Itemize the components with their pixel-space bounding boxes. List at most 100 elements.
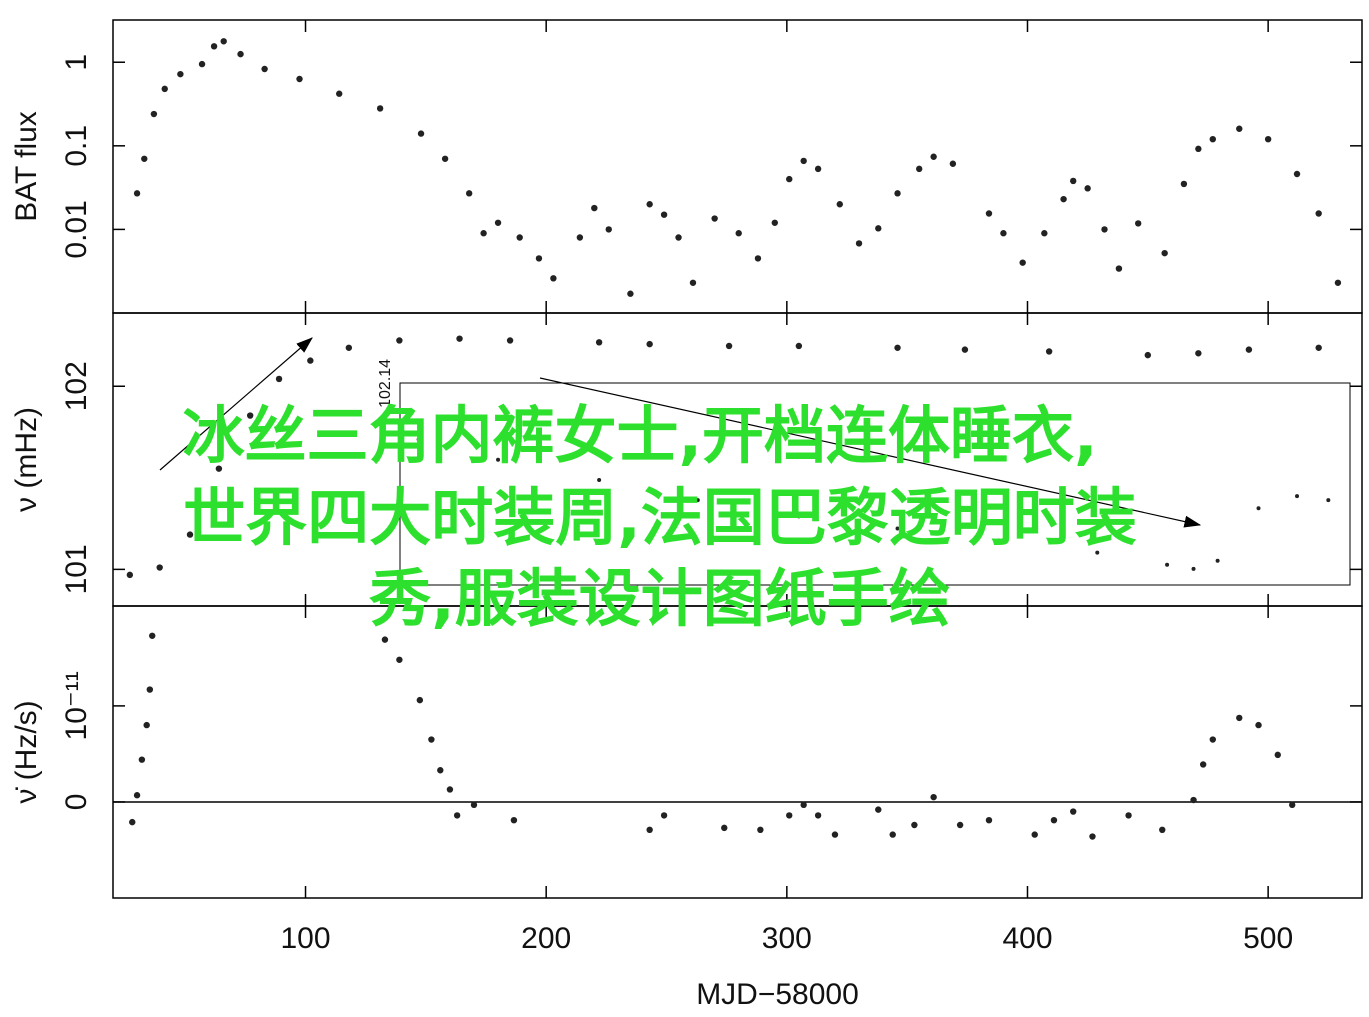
data-point (441, 155, 449, 162)
data-point (814, 812, 822, 819)
inset-point (1191, 566, 1196, 571)
data-point (757, 826, 764, 834)
data-point (456, 335, 463, 342)
y-tick-label: 0.01 (60, 200, 93, 258)
data-point (1199, 761, 1207, 768)
data-point (786, 812, 793, 819)
y-tick-label: 1 (60, 54, 93, 71)
data-point (605, 226, 612, 233)
data-point (1180, 180, 1188, 188)
data-point (1236, 714, 1243, 722)
data-point (417, 130, 425, 137)
data-point (915, 165, 923, 173)
inset-y-tick-label: 102.14 (377, 359, 394, 408)
y-tick-label: 10⁻¹¹ (60, 671, 93, 740)
data-point (510, 816, 518, 824)
inset-point (1326, 498, 1331, 503)
data-point (428, 736, 435, 743)
data-point (1144, 351, 1152, 359)
x-tick-label: 500 (1243, 922, 1293, 955)
data-point (930, 793, 937, 801)
data-point (129, 818, 136, 826)
y-axis-label: BAT flux (10, 111, 43, 222)
data-point (275, 375, 283, 383)
data-point (961, 346, 969, 353)
data-point (1000, 230, 1007, 237)
y-axis-label: ν̇ (Hz/s) (10, 700, 43, 803)
inset-point (996, 538, 1001, 543)
data-point (711, 215, 718, 222)
data-point (161, 85, 168, 93)
inset-point (895, 526, 900, 531)
inset-point (597, 477, 602, 482)
data-point (721, 824, 728, 832)
data-point (1019, 259, 1026, 266)
x-tick-label: 100 (280, 922, 330, 955)
data-point (985, 816, 993, 824)
data-point (133, 792, 141, 799)
data-point (831, 831, 839, 838)
data-point (627, 290, 634, 297)
data-point (1209, 135, 1216, 143)
data-point (453, 812, 461, 819)
arrow (159, 337, 313, 471)
data-point (143, 721, 150, 729)
data-point (1195, 350, 1202, 357)
data-point (198, 60, 206, 68)
data-point (1195, 145, 1202, 153)
data-point (855, 240, 863, 247)
data-point (220, 38, 227, 45)
data-point (800, 157, 807, 165)
data-point (150, 110, 158, 118)
data-point (1115, 265, 1123, 272)
data-point (646, 340, 653, 348)
inset-point (1256, 506, 1261, 511)
data-point (307, 357, 314, 364)
data-point (800, 801, 807, 809)
y-axis-label: ν (mHz) (10, 407, 43, 512)
data-point (141, 155, 148, 162)
x-tick-label: 300 (762, 922, 812, 955)
data-point (875, 225, 882, 232)
data-point (956, 821, 964, 829)
overlay-text: 秀,服装设计图纸手绘 (368, 562, 951, 635)
data-point (894, 344, 901, 351)
data-point (146, 686, 154, 693)
arrow (539, 377, 1202, 528)
plot-frame (112, 19, 1363, 314)
y-tick-label: 101 (60, 544, 93, 594)
data-point (1315, 344, 1322, 351)
data-point (396, 656, 403, 663)
data-point (660, 211, 668, 218)
overlay-text: 世界四大时装周,法国巴黎透明时装 (183, 481, 1137, 554)
y-tick-label: 102 (60, 361, 93, 411)
data-point (550, 275, 557, 282)
data-point (480, 230, 487, 237)
data-point (381, 636, 389, 643)
data-point (186, 531, 194, 538)
data-point (1209, 736, 1216, 743)
data-point (535, 255, 543, 262)
data-point (1190, 796, 1197, 804)
data-point (689, 279, 697, 286)
data-point (1089, 833, 1096, 840)
data-point (795, 342, 803, 350)
data-point (911, 821, 918, 829)
data-point (1101, 226, 1108, 233)
data-point (1245, 346, 1253, 353)
data-point (894, 190, 901, 197)
data-point (660, 812, 668, 819)
data-point (465, 190, 473, 197)
data-point (133, 190, 141, 197)
data-point (814, 165, 822, 173)
data-point (138, 756, 146, 763)
inset-frame (399, 382, 1351, 586)
data-point (771, 219, 779, 226)
data-point (985, 210, 993, 217)
data-point (296, 75, 303, 83)
overlay-text: 冰丝三角内裤女士,开档连体睡衣, (182, 399, 1097, 472)
inset-point (1165, 562, 1170, 567)
data-point (735, 230, 742, 237)
